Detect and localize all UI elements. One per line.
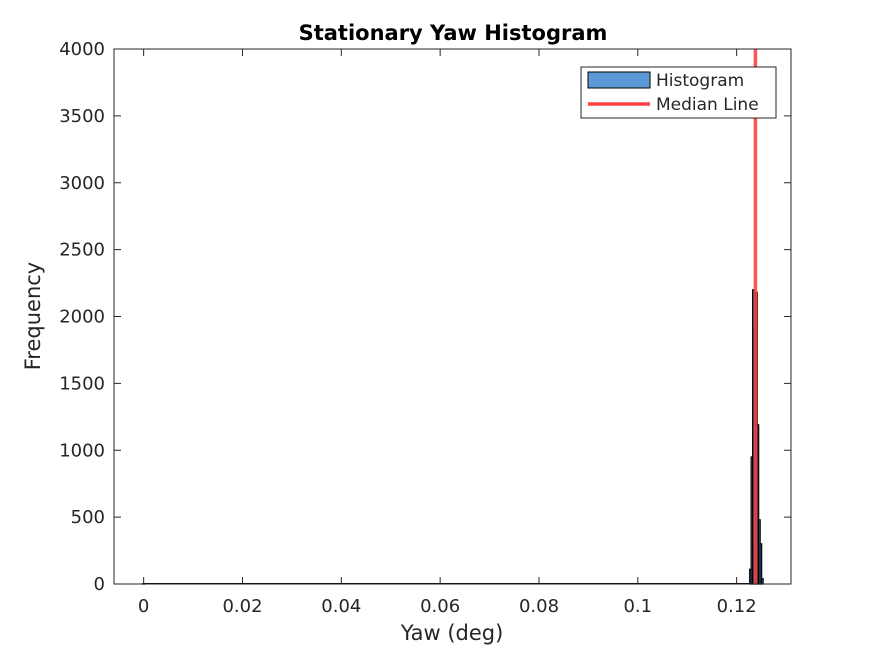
- legend-histogram-label: Histogram: [656, 71, 744, 91]
- x-axis-label: Yaw (deg): [400, 621, 504, 645]
- y-tick-label: 4000: [59, 39, 105, 60]
- legend-histogram-swatch: [587, 71, 651, 89]
- x-tick-label: 0.1: [623, 596, 652, 617]
- y-tick-label: 1000: [59, 440, 105, 461]
- legend: Histogram Median Line: [580, 66, 777, 119]
- y-tick-label: 3500: [59, 106, 105, 127]
- x-tick-label: 0.08: [519, 596, 559, 617]
- y-tick-label: 2000: [59, 307, 105, 328]
- y-axis-label: Frequency: [21, 262, 45, 371]
- chart-title: Stationary Yaw Histogram: [299, 21, 608, 45]
- histogram-bar: [759, 543, 763, 585]
- y-tick-label: 3000: [59, 173, 105, 194]
- x-tick-label: 0.04: [321, 596, 361, 617]
- histogram-bar: [760, 578, 764, 585]
- y-tick-label: 500: [71, 507, 105, 528]
- x-tick-label: 0.12: [717, 596, 757, 617]
- y-tick-label: 2500: [59, 240, 105, 261]
- x-tick-label: 0.06: [420, 596, 460, 617]
- y-tick-label: 0: [94, 574, 105, 595]
- y-axis-ticks: 0 500 1000 1500 2000 2500 3000 3500 4000: [59, 39, 791, 595]
- x-tick-label: 0: [138, 596, 149, 617]
- x-tick-label: 0.02: [222, 596, 262, 617]
- legend-median-label: Median Line: [656, 95, 759, 115]
- x-axis-ticks: 0 0.02 0.04 0.06 0.08 0.1 0.12: [138, 49, 757, 617]
- y-tick-label: 1500: [59, 373, 105, 394]
